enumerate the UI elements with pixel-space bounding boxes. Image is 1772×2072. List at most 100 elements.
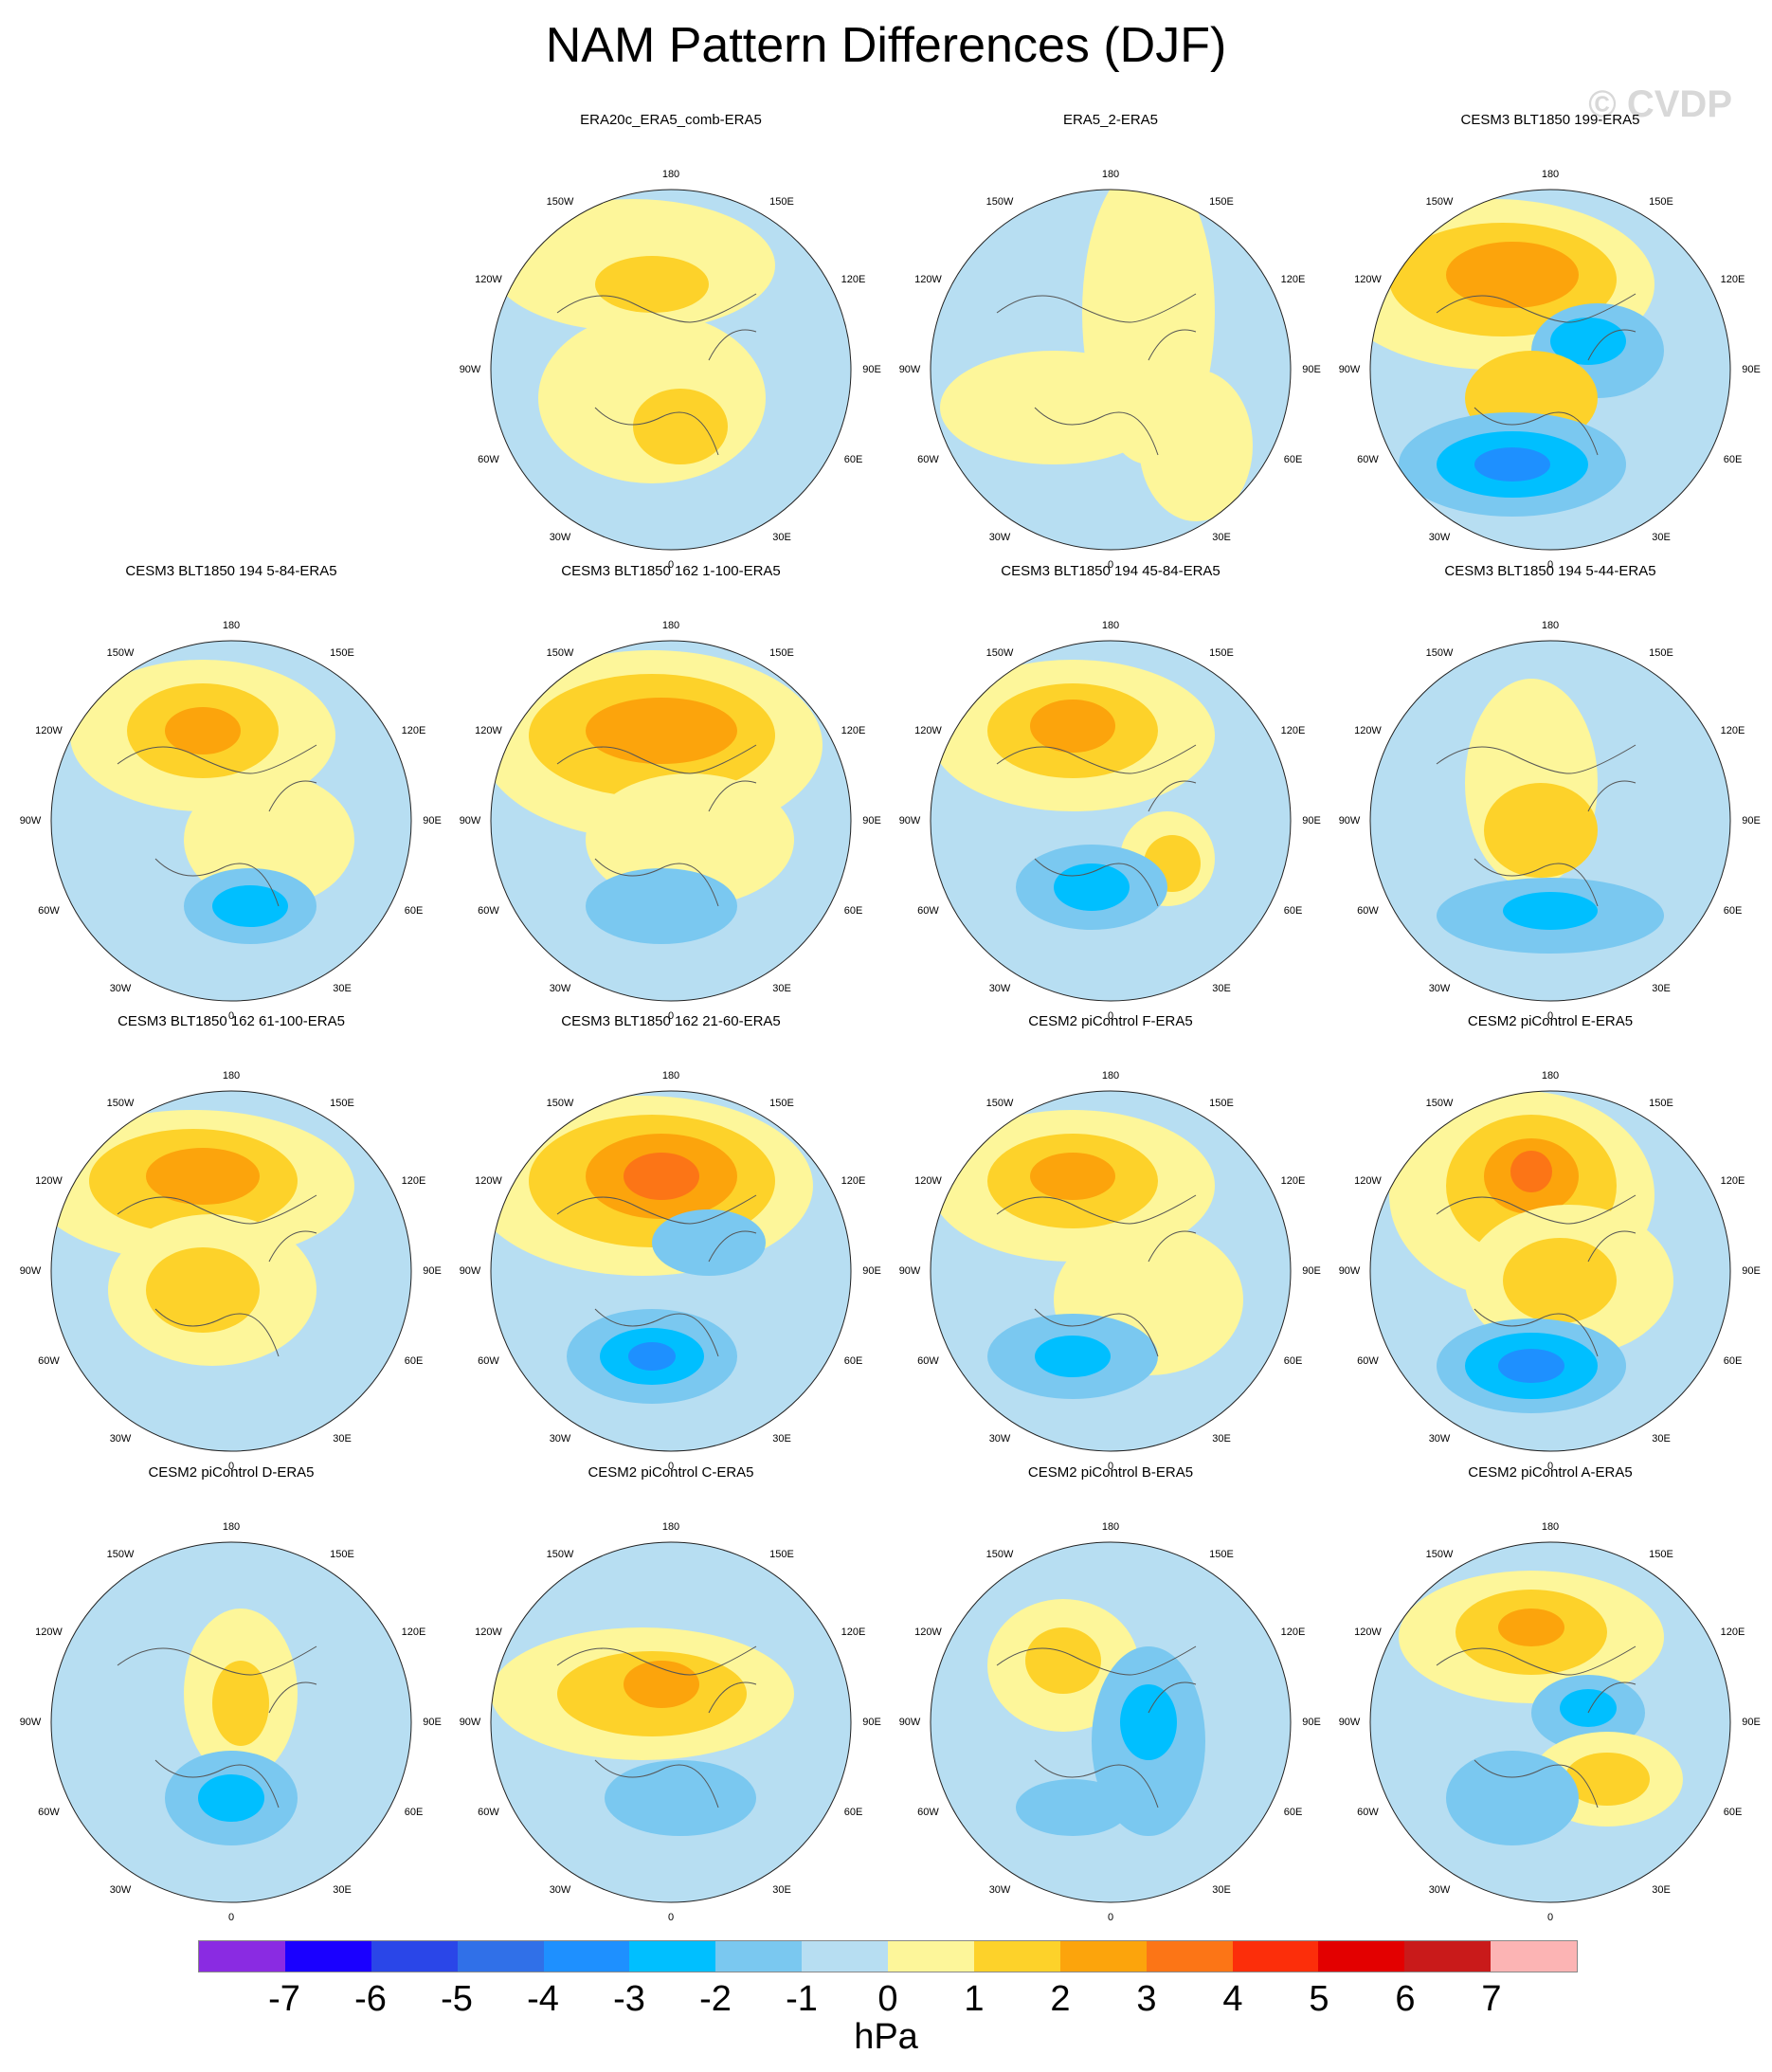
longitude-label: 90E [862,815,881,827]
longitude-label: 60W [1357,1355,1379,1367]
colorbar-box [284,1941,371,1972]
longitude-label: 90E [1742,364,1761,375]
contour-region [1550,318,1626,365]
contour-region [605,1760,756,1836]
longitude-label: 60W [478,1355,499,1367]
longitude-label: 0 [667,1461,675,1472]
map-border [930,189,1292,551]
contour-region [1446,1751,1579,1845]
coastline [117,1194,317,1357]
longitude-label: 120W [1354,274,1382,285]
longitude-label: 60E [843,905,863,917]
colorbar-box [543,1941,630,1972]
panel-title: CESM3 BLT1850 194 5-84-ERA5 [125,563,337,579]
map-panel: CESM2 piControl E-ERA5 180 150W 150E 120W 120… [1339,1013,1761,1472]
contour-region [1035,1336,1111,1377]
longitude-label: 30E [1652,982,1671,994]
longitude-label: 90E [862,1265,881,1277]
contour-region [1498,1609,1564,1646]
longitude-label: 150E [769,1098,794,1110]
longitude-label: 30W [988,1883,1011,1896]
longitude-label: 150W [546,647,574,660]
contour-region [1054,863,1130,911]
longitude-label: 30E [1652,1432,1671,1445]
map-panel: CESM3 BLT1850 194 5-44-ERA5 180 150W 150E 12… [1339,563,1761,1022]
longitude-label: 120W [475,1627,502,1638]
polar-map [930,1541,1292,1903]
longitude-label: 120W [1354,725,1382,736]
longitude-label: 180 [1541,1070,1560,1081]
map-panel: CESM2 piControl F-ERA5 180 150W 150E 120W 120… [899,1013,1321,1472]
figure-title: NAM Pattern Differences (DJF) [545,18,1227,73]
map-panel: CESM3 BLT1850 194 45-84-ERA5 180 150W 150E 1… [899,563,1321,1022]
longitude-label: 150W [985,1549,1014,1561]
longitude-label: 150W [985,647,1014,660]
longitude-label: 90W [898,1717,921,1728]
polar-map [1369,640,1731,1002]
contour-region [1498,1349,1564,1383]
polar-map [930,640,1292,1002]
colorbar-tick-label: -5 [441,1979,473,2019]
polar-map [930,1090,1292,1452]
map-panel: ERA20c_ERA5_comb-ERA5 180 150W 150E 120W 120E… [460,112,881,571]
contour-region [146,1247,260,1333]
coastline [1436,1194,1636,1357]
polar-map [1369,1090,1731,1452]
contour-region [586,868,737,944]
longitude-label: 0 [1546,1010,1554,1022]
longitude-label: 30W [988,1432,1011,1445]
contour-region [1474,447,1550,482]
longitude-label: 0 [1546,1912,1554,1923]
colorbar-tick-label: 3 [1136,1979,1157,2019]
colorbar-tick-label: -4 [527,1979,559,2019]
contour-region [633,389,728,464]
panel-title: CESM3 BLT1850 194 45-84-ERA5 [1001,563,1221,579]
longitude-label: 60W [478,905,499,917]
contour-region [1503,1238,1617,1323]
longitude-label: 90E [1742,1265,1761,1277]
longitude-label: 180 [1541,620,1560,631]
longitude-label: 30E [772,982,791,994]
longitude-label: 60E [1723,1355,1743,1367]
longitude-label: 30E [1212,1883,1231,1896]
colorbar-box [1318,1941,1405,1972]
longitude-label: 180 [661,1070,680,1081]
longitude-label: 90W [1338,1717,1361,1728]
longitude-label: 90W [459,815,481,827]
colorbar-tick-label: 1 [964,1979,985,2019]
longitude-label: 120E [841,1627,866,1638]
longitude-label: 30W [109,1432,132,1445]
coastline [996,1194,1197,1357]
longitude-label: 120E [401,1627,426,1638]
longitude-label: 150E [1209,1549,1234,1561]
longitude-label: 90W [1338,815,1361,827]
longitude-label: 90W [898,1265,921,1277]
longitude-label: 30W [109,982,132,994]
longitude-label: 90W [19,1265,42,1277]
longitude-label: 90E [1302,364,1321,375]
longitude-label: 150E [769,196,794,209]
longitude-label: 60E [843,1355,863,1367]
longitude-label: 0 [227,1461,235,1472]
longitude-label: 150E [1649,1549,1673,1561]
longitude-label: 120W [914,725,942,736]
panel-title: CESM2 piControl D-ERA5 [148,1464,315,1481]
contour-region [212,885,288,927]
map-border [1369,1541,1731,1903]
longitude-label: 30E [1212,1432,1231,1445]
contour-region [1120,1684,1177,1760]
longitude-label: 60W [917,1807,939,1818]
map-border [930,1541,1292,1903]
longitude-label: 90E [1742,815,1761,827]
colorbar-box [715,1941,803,1972]
longitude-label: 90W [459,1265,481,1277]
colorbar-tick-label: 6 [1395,1979,1416,2019]
longitude-label: 120W [475,1175,502,1187]
longitude-label: 0 [1107,559,1114,571]
longitude-label: 150W [985,1098,1014,1110]
longitude-label: 120E [1280,274,1306,285]
contour-region [1030,700,1115,753]
longitude-label: 90W [19,815,42,827]
longitude-label: 90E [862,1717,881,1728]
map-border [490,1541,852,1903]
